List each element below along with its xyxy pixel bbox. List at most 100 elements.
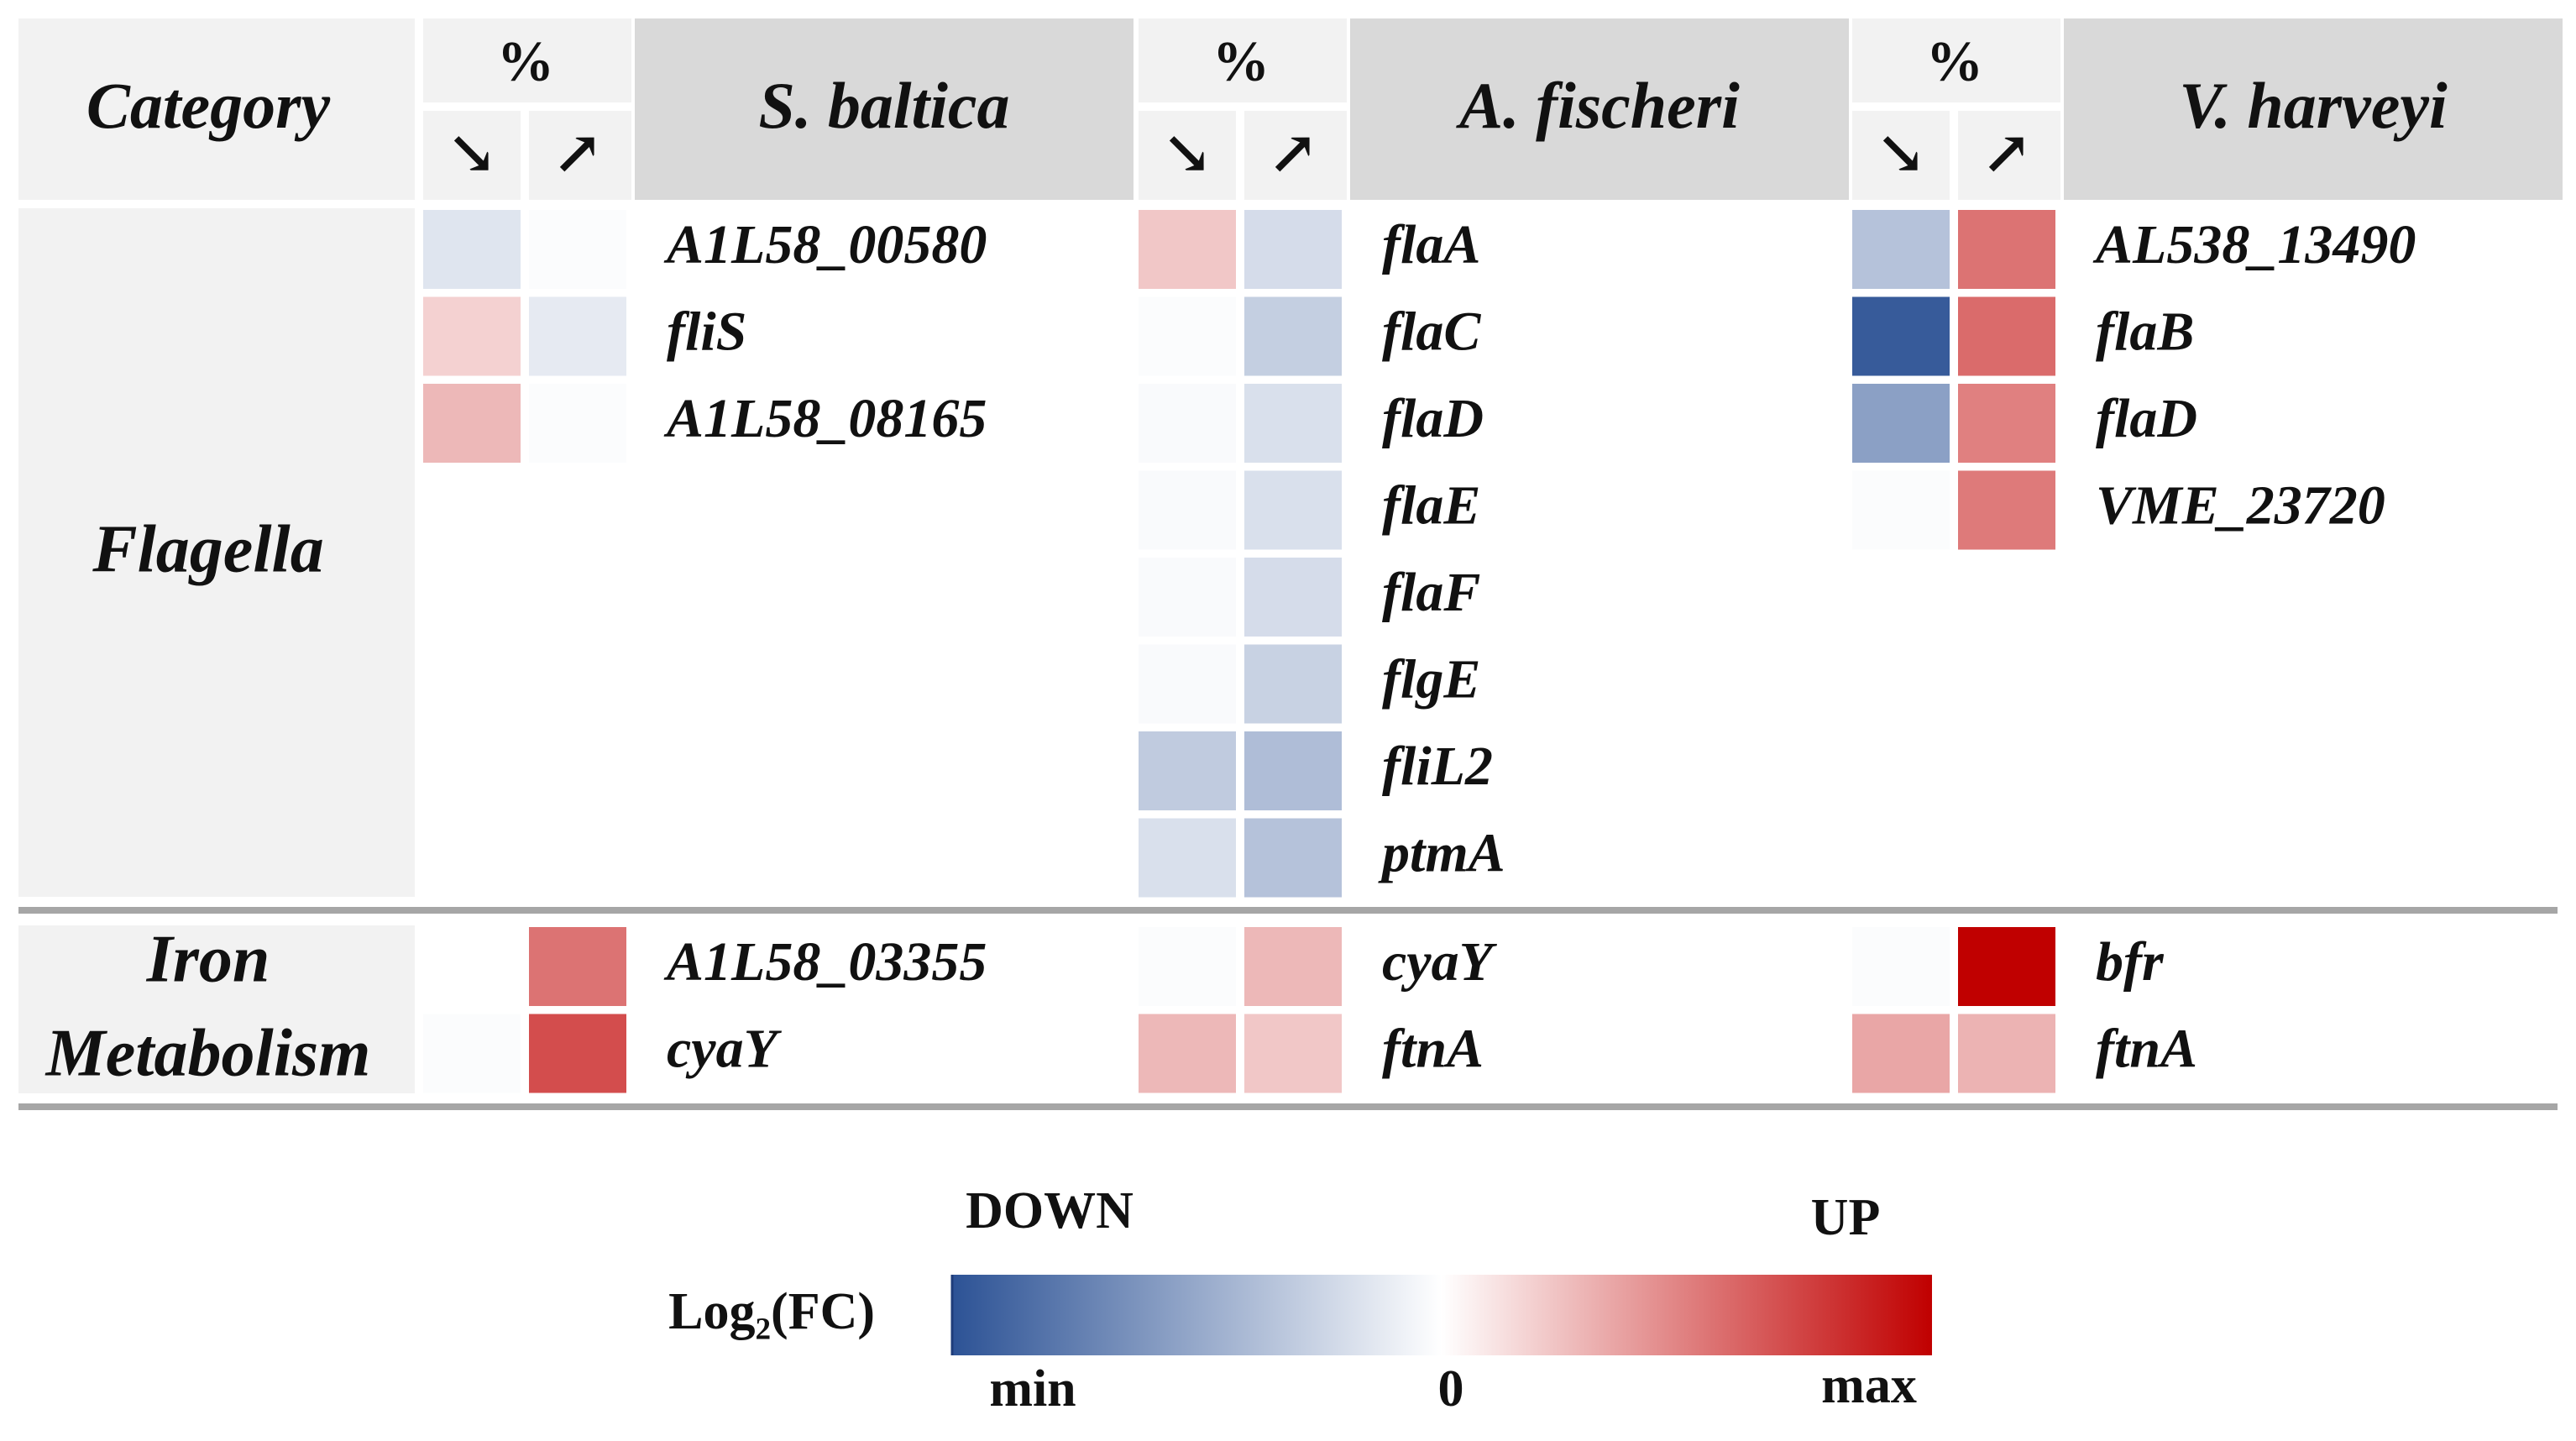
legend-up-label: UP xyxy=(1811,1189,1881,1246)
heat-cell-down xyxy=(1139,644,1236,724)
heat-cell-up xyxy=(529,296,626,376)
category-name: Flagella xyxy=(92,512,324,586)
category-name: Metabolism xyxy=(45,1016,371,1090)
species-name: A. fischeri xyxy=(1455,69,1740,142)
category-header-bg xyxy=(18,18,415,200)
heat-cell-up xyxy=(529,210,626,289)
gene-label: cyaY xyxy=(1382,931,1498,993)
gene-label: flaA xyxy=(1382,214,1480,275)
heat-cell-up xyxy=(529,927,626,1006)
heat-cell-up xyxy=(1244,731,1342,810)
gene-label: flaD xyxy=(2096,388,2197,449)
heat-cell-up xyxy=(1244,470,1342,550)
heat-cell-up xyxy=(529,1014,626,1093)
percent-header-bg xyxy=(1852,18,2060,102)
heat-cell-down xyxy=(1852,470,1950,550)
heat-cell-down xyxy=(1139,296,1236,376)
gene-label: ftnA xyxy=(1382,1019,1484,1080)
heat-cell-up xyxy=(1244,927,1342,1006)
legend-min-label: min xyxy=(989,1360,1076,1417)
heat-cell-down xyxy=(1139,1014,1236,1093)
percent-header-label: % xyxy=(497,29,554,93)
heat-cell-down xyxy=(1852,927,1950,1006)
down-header-bg xyxy=(1139,111,1236,200)
gene-label: flgE xyxy=(1382,649,1480,710)
gene-label: ptmA xyxy=(1378,823,1505,884)
heat-cell-down xyxy=(1852,210,1950,289)
gene-label: VME_23720 xyxy=(2096,475,2385,537)
heat-cell-down xyxy=(423,210,521,289)
heat-cell-down xyxy=(1139,384,1236,463)
legend-down-label: DOWN xyxy=(966,1182,1134,1239)
heat-cell-down xyxy=(1852,296,1950,376)
heat-cell-down xyxy=(423,384,521,463)
legend-gradient-bar xyxy=(951,1275,1932,1355)
heat-cell-up xyxy=(1244,210,1342,289)
header-backgrounds xyxy=(18,18,2563,1110)
legend-title: Log₂(FC) xyxy=(668,1283,875,1340)
heat-cell-up xyxy=(1244,1014,1342,1093)
up-arrow-icon: ↗ xyxy=(552,120,603,187)
species-header-bg xyxy=(2064,18,2563,200)
heat-cell-down xyxy=(1139,731,1236,810)
legend-zero-label: 0 xyxy=(1438,1360,1464,1417)
heat-cell-down xyxy=(1139,818,1236,898)
category-iron-bg xyxy=(18,925,415,1093)
down-header-bg xyxy=(423,111,521,200)
labels: Category%↘ ↗S. baltica%↘ ↗A. fischeri%↘ ↗V.… xyxy=(45,29,2448,1091)
up-header-bg xyxy=(1244,111,1347,200)
heat-cell-up xyxy=(1958,296,2055,376)
heat-cell-up xyxy=(1244,384,1342,463)
gene-label: fliS xyxy=(667,301,746,363)
percent-header-label: % xyxy=(1212,29,1270,93)
heat-cell-up xyxy=(1958,470,2055,550)
heat-cell-down xyxy=(1139,558,1236,637)
down-header-bg xyxy=(1852,111,1950,200)
gene-label: flaF xyxy=(1382,562,1480,623)
heat-cell-down xyxy=(1139,470,1236,550)
category-flagella-bg xyxy=(18,208,415,897)
heatmap-cells xyxy=(423,210,2055,1093)
category-name: Iron xyxy=(146,922,270,996)
heat-cell-up xyxy=(1244,558,1342,637)
gene-label: flaB xyxy=(2096,301,2194,363)
heat-cell-down xyxy=(423,1014,521,1093)
gene-label: A1L58_08165 xyxy=(663,388,987,449)
heat-cell-up xyxy=(1958,1014,2055,1093)
heat-cell-down xyxy=(1139,210,1236,289)
gene-label: A1L58_03355 xyxy=(663,931,987,993)
heat-cell-up xyxy=(1958,384,2055,463)
down-arrow-icon: ↘ xyxy=(1162,120,1212,187)
gene-label: AL538_13490 xyxy=(2092,214,2416,275)
gene-label: cyaY xyxy=(667,1019,783,1080)
species-header-bg xyxy=(1350,18,1849,200)
species-name: V. harveyi xyxy=(2179,69,2448,142)
up-header-bg xyxy=(1958,111,2060,200)
heat-cell-up xyxy=(1244,644,1342,724)
heat-cell-up xyxy=(1958,210,2055,289)
up-arrow-icon: ↗ xyxy=(1982,120,2032,187)
gene-label: flaC xyxy=(1382,301,1481,363)
gene-label: ftnA xyxy=(2096,1019,2197,1080)
heat-cell-up xyxy=(1958,927,2055,1006)
legend-max-label: max xyxy=(1821,1357,1917,1414)
heat-cell-up xyxy=(1244,296,1342,376)
heat-cell-down xyxy=(1852,1014,1950,1093)
gene-label: flaD xyxy=(1382,388,1484,449)
species-header-bg xyxy=(635,18,1134,200)
percent-header-bg xyxy=(1139,18,1347,102)
percent-header-label: % xyxy=(1926,29,1983,93)
up-arrow-icon: ↗ xyxy=(1268,120,1318,187)
gene-label: fliL2 xyxy=(1382,736,1493,797)
heat-cell-up xyxy=(529,384,626,463)
heat-cell-down xyxy=(1852,384,1950,463)
heat-cell-down xyxy=(1139,927,1236,1006)
species-name: S. baltica xyxy=(758,69,1009,142)
heat-cell-up xyxy=(1244,818,1342,898)
down-arrow-icon: ↘ xyxy=(447,120,497,187)
gene-label: flaE xyxy=(1382,475,1480,537)
gene-label: bfr xyxy=(2096,931,2165,993)
color-legend: Log₂(FC) DOWN UP min 0 max xyxy=(668,1182,1932,1417)
down-arrow-icon: ↘ xyxy=(1876,120,1926,187)
